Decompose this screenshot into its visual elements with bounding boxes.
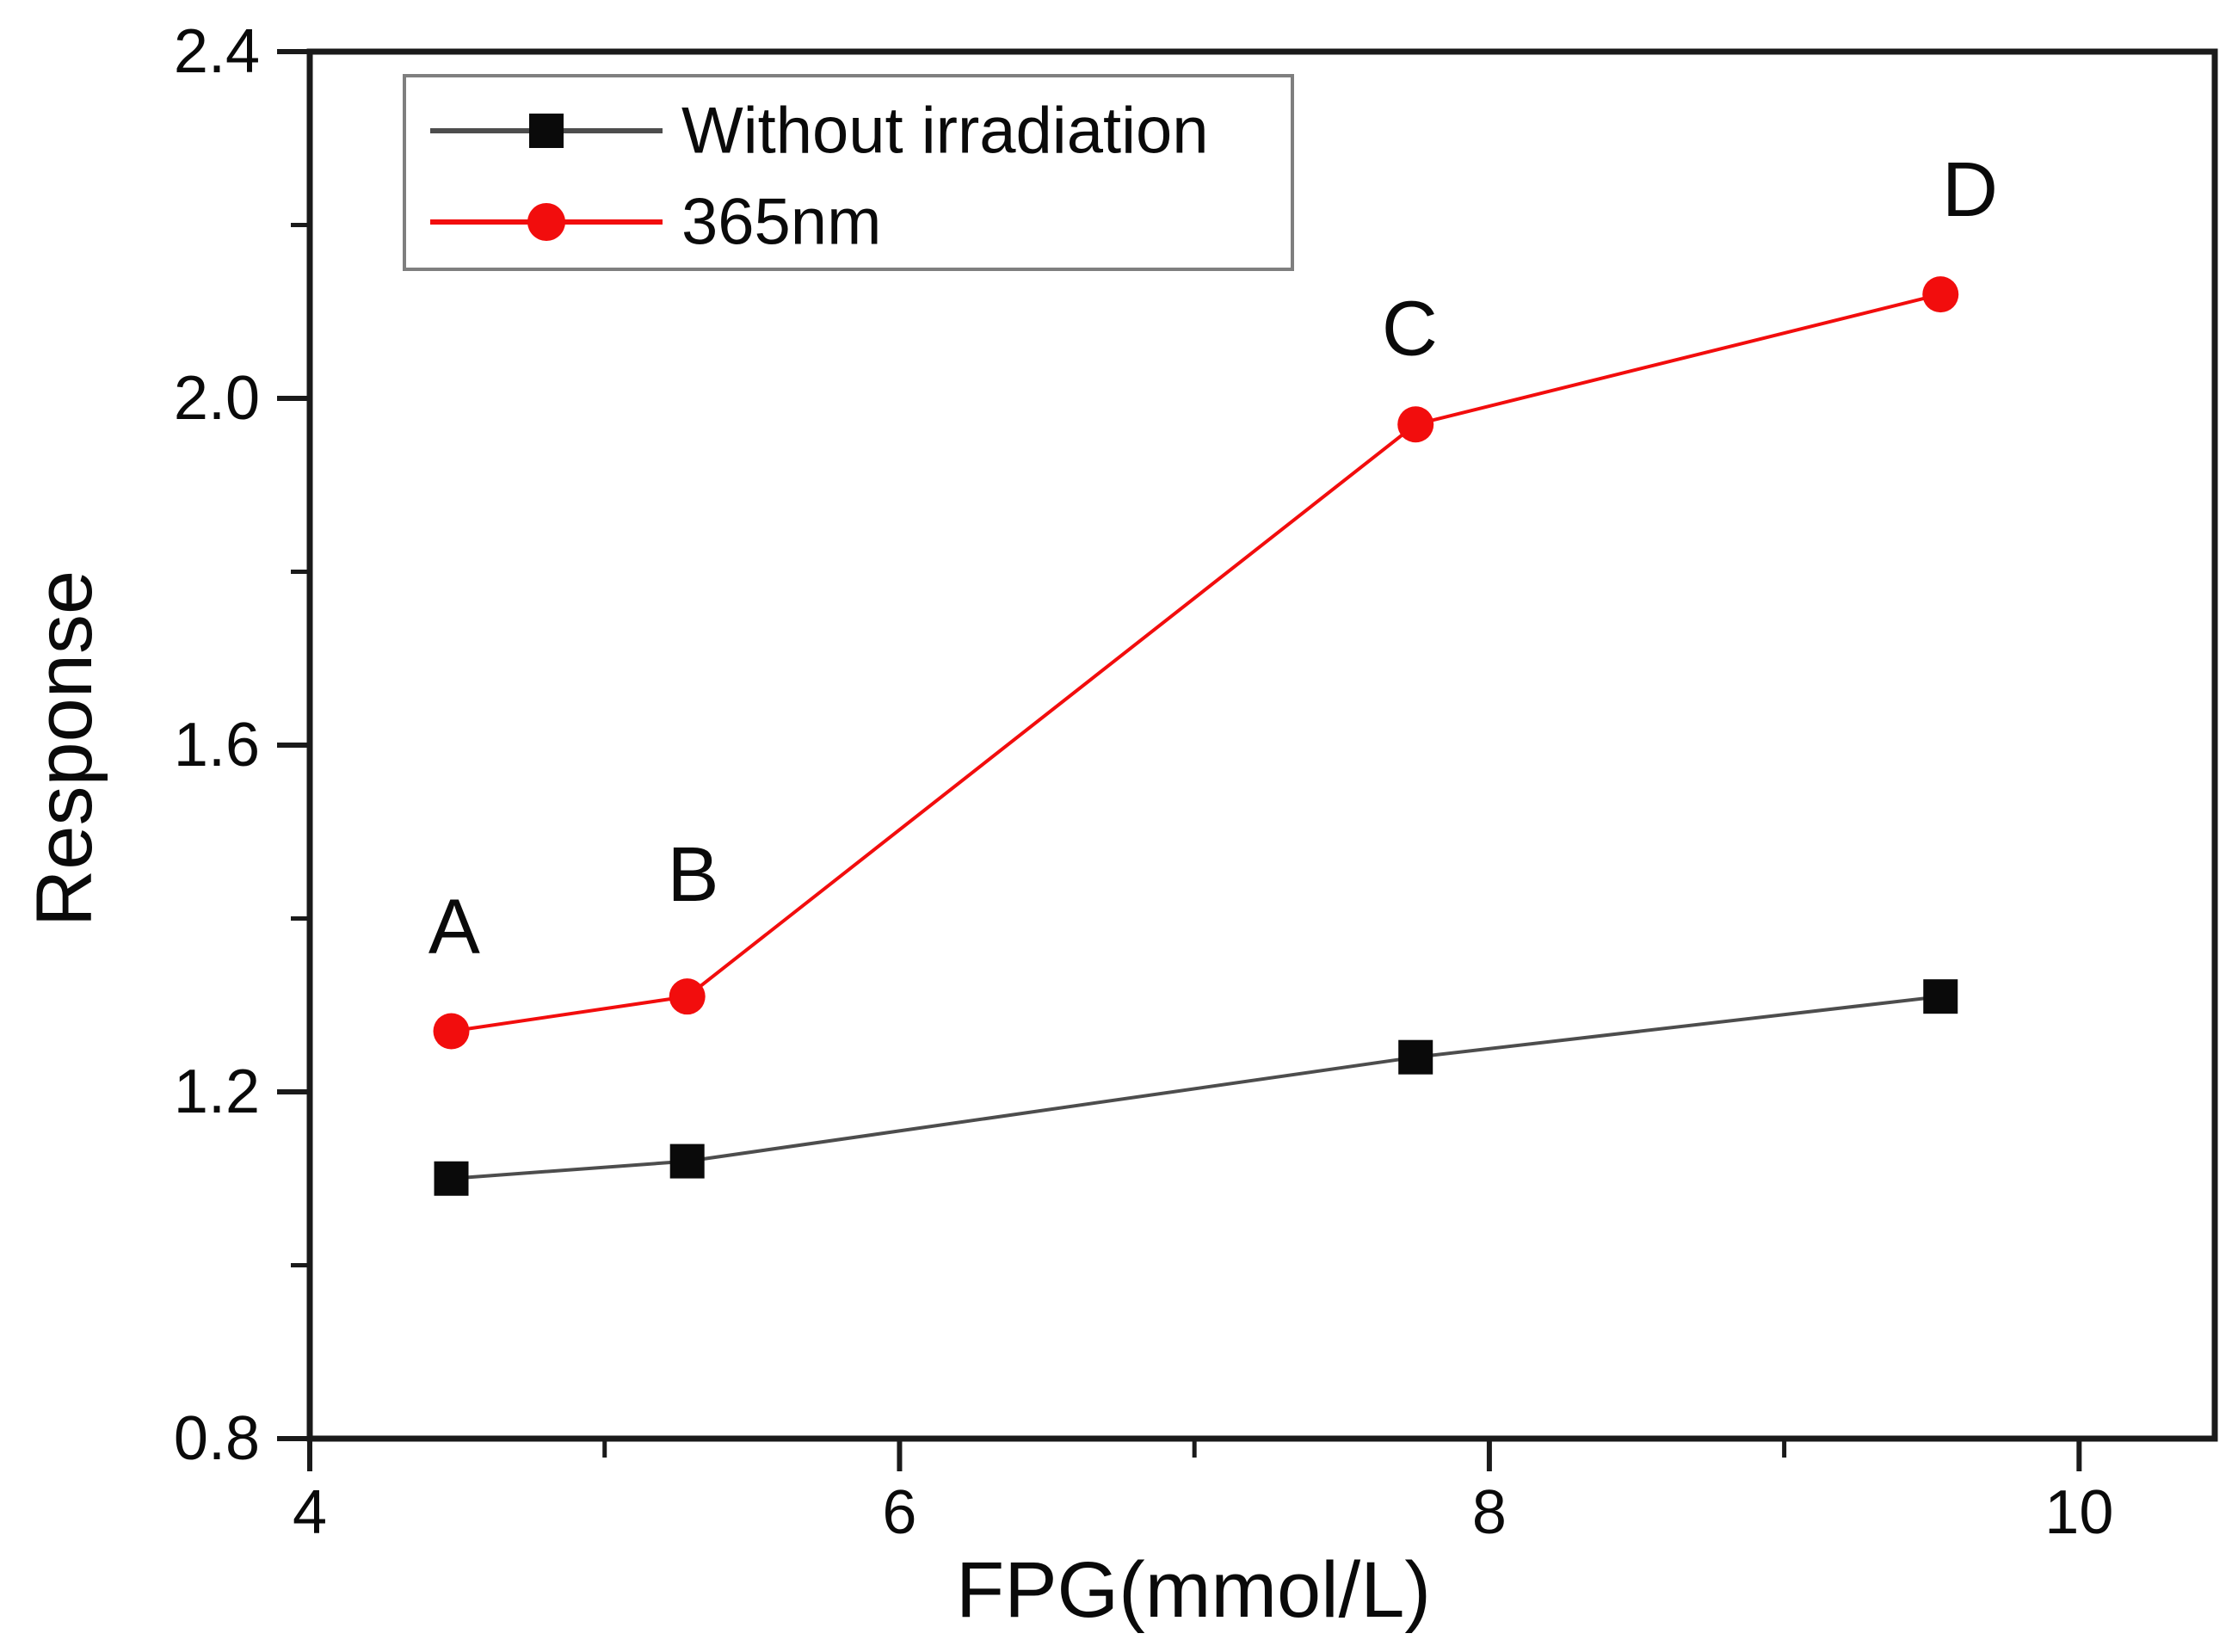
legend-label-without-irradiation: Without irradiation	[681, 95, 1209, 168]
x-tick-label: 4	[293, 1478, 327, 1547]
y-tick-label: 1.2	[174, 1057, 260, 1126]
plot-area: 4 6 8 10 0.8 1.2 1.6 2.0 2.4 A B C D	[174, 17, 2218, 1547]
legend: Without irradiation 365nm	[403, 74, 1294, 271]
point-label-c: C	[1382, 286, 1438, 372]
data-point-square	[1398, 1039, 1433, 1075]
point-label-a: A	[428, 885, 480, 971]
x-axis-title: FPG(mmol/L)	[956, 1546, 1431, 1634]
y-tick-label: 2.4	[174, 17, 260, 86]
series-line-without-irradiation	[451, 995, 1941, 1180]
data-point-circle	[1922, 276, 1959, 313]
data-point-circle	[1397, 406, 1434, 443]
data-point-circle	[433, 1013, 470, 1050]
circle-marker-icon	[527, 203, 565, 241]
data-point-square	[434, 1161, 469, 1196]
x-tick-label: 8	[1472, 1478, 1507, 1547]
point-label-b: B	[668, 832, 719, 918]
legend-label-365nm: 365nm	[681, 186, 881, 259]
square-marker-icon	[529, 114, 564, 148]
data-point-square	[1923, 979, 1958, 1014]
legend-entry-without-irradiation: Without irradiation	[430, 95, 1209, 168]
x-tick-label: 6	[882, 1478, 916, 1547]
point-label-d: D	[1942, 147, 1998, 233]
y-axis-title: Response	[21, 570, 108, 927]
x-tick-label: 10	[2044, 1478, 2113, 1547]
data-point-circle	[669, 978, 706, 1015]
series-line-365nm	[451, 293, 1941, 1033]
legend-entry-365nm: 365nm	[430, 186, 881, 259]
y-tick-label: 2.0	[174, 364, 260, 433]
y-tick-label: 0.8	[174, 1404, 260, 1473]
data-point-square	[669, 1143, 705, 1179]
y-tick-label: 1.6	[174, 711, 260, 780]
